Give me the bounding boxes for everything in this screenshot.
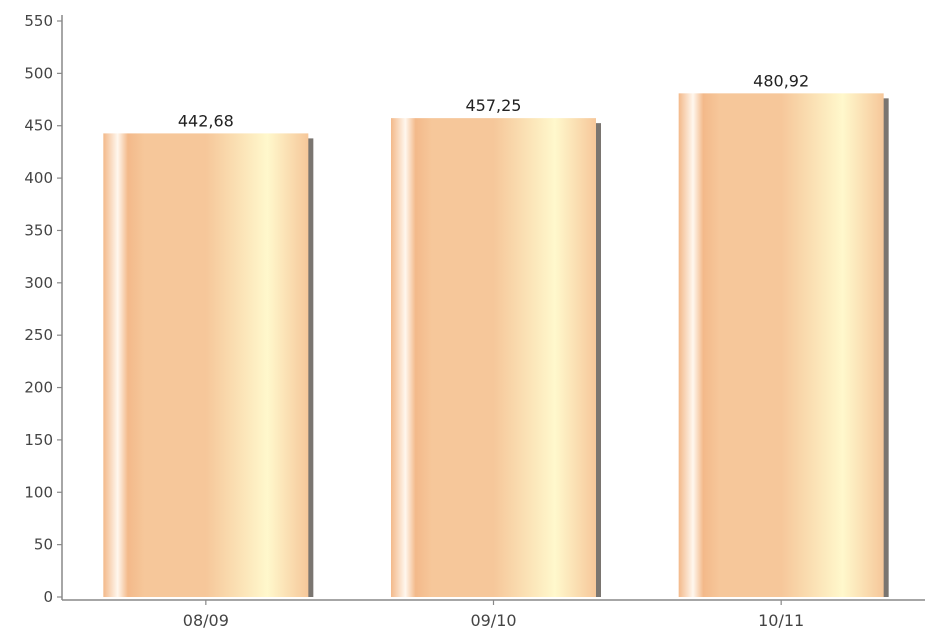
x-tick-label: 10/11 [758,611,804,630]
y-axis: 0 50 100 150 200 250 300 350 400 450 500 550 [24,12,62,606]
bar[interactable] [103,133,308,597]
y-tick-label: 150 [24,431,53,449]
data-label: 442,68 [178,111,234,130]
x-axis: 08/09 09/10 10/11 [62,600,925,630]
y-tick-label: 450 [24,117,53,135]
y-tick-label: 100 [24,483,53,501]
bar[interactable] [679,93,884,597]
x-tick-label: 08/09 [183,611,229,630]
y-tick-label: 50 [34,536,53,554]
x-tick-label: 09/10 [470,611,516,630]
y-tick-label: 300 [24,274,53,292]
y-tick-label: 200 [24,379,53,397]
y-tick-label: 350 [24,221,53,239]
y-tick-label: 500 [24,64,53,82]
bars [103,93,888,597]
bar[interactable] [391,118,596,597]
y-tick-label: 0 [43,588,53,606]
y-tick-label: 400 [24,169,53,187]
y-tick-label: 550 [24,12,53,30]
data-label: 457,25 [466,96,522,115]
y-tick-label: 250 [24,326,53,344]
data-label: 480,92 [753,71,809,90]
